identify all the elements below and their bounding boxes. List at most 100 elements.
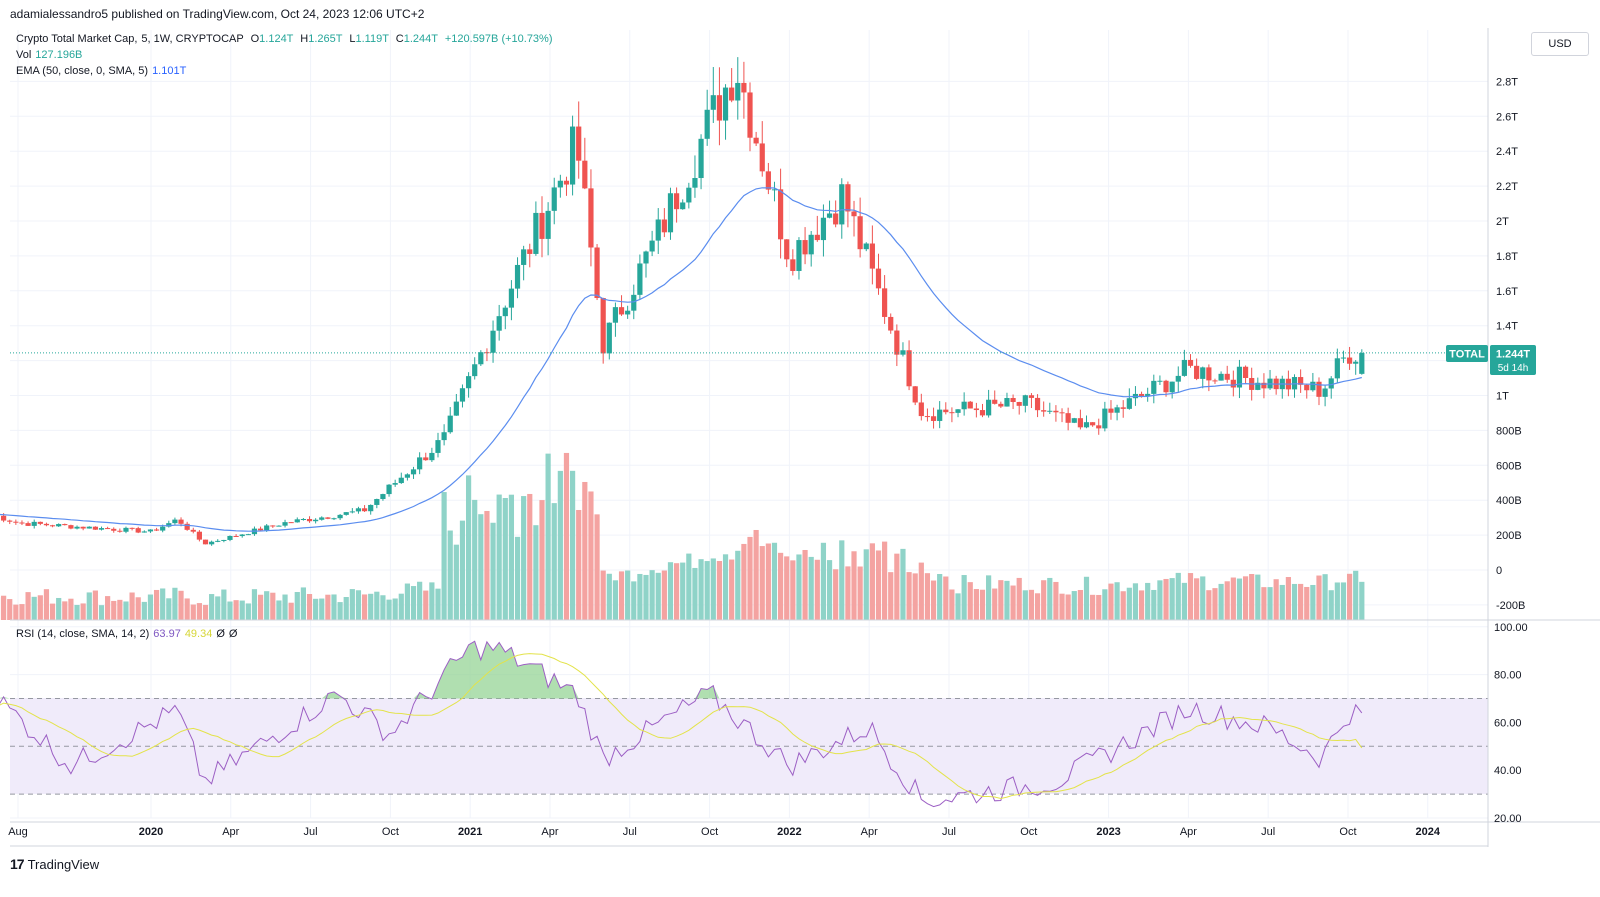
volume-bar [141,601,147,620]
candle-body [153,529,160,531]
candle-body [1163,380,1169,393]
candle-body [710,95,716,110]
candle-body [1187,359,1194,366]
candle-body [949,412,955,414]
candle-body [447,415,453,433]
tag-symbol: TOTAL [1449,349,1485,361]
candle-body [239,534,245,537]
candle-body [49,525,56,527]
volume-bar [851,551,857,620]
candle-body [398,477,404,484]
volume-bar [374,591,380,620]
candle-body [820,217,827,241]
volume-bar [1102,589,1108,620]
candle-body [1028,395,1035,398]
candle-body [686,187,692,203]
candle-body [478,352,484,365]
candle-body [423,457,429,461]
price-scale-label: 1.4T [1496,321,1518,333]
candle-body [912,386,918,403]
volume-bar [1151,589,1157,620]
volume-bar [239,600,245,620]
candle-body [1194,365,1200,379]
candle-body [582,160,588,189]
candle-body [1181,359,1187,376]
grid [10,30,1488,819]
candle-body [178,519,184,524]
candle-body [215,540,221,542]
candle-body [857,216,863,250]
volume-bar [361,594,368,620]
volume-bar [221,589,227,620]
candle-body [796,240,802,271]
volume-bar [423,590,429,620]
volume-bar [747,536,753,620]
candle-body [1065,413,1071,423]
rsi-value: 63.97 [153,628,181,640]
candlesticks [0,57,1365,546]
candle-body [924,416,931,418]
rsi-legend: RSI (14, close, SMA, 14, 2) 63.97 49.34 Ø Ø [16,628,237,640]
price-scale-label: -200B [1496,600,1525,612]
candle-body [1114,407,1120,413]
candle-body [19,522,25,524]
volume-bar [441,492,447,620]
volume-bar [166,598,172,620]
currency-button[interactable]: USD [1531,32,1589,56]
volume-bar [1206,590,1212,620]
candle-body [306,518,313,522]
candle-body [661,219,667,233]
candle-body [704,109,710,139]
volume-bar [765,543,771,620]
volume-bar [313,598,319,620]
volume-bar [582,481,588,620]
candle-body [264,525,270,531]
volume-bar [276,600,282,620]
volume-bar [857,566,863,620]
volume-bar [594,514,600,620]
ema-path [0,187,1362,532]
tag-countdown: 5d 14h [1498,363,1529,374]
volume-bar [306,594,313,620]
time-axis-label: Apr [861,826,878,838]
change-value: +120.597B (+10.73%) [444,33,553,45]
candle-body [784,239,790,260]
candle-body [472,364,478,377]
rsi-sma-value: 49.34 [184,628,213,640]
candle-body [655,219,661,241]
volume-bar [1163,578,1169,620]
volume-bar [649,570,655,620]
candle-body [778,189,784,240]
candle-body [123,527,129,532]
volume-bar [80,603,86,620]
chart-area[interactable]: 2.8T 2.6T 2.4T 2.2T 2T 1.8T 1.6T 1.4T 1T 800B 600B… [0,28,1600,853]
volume-bar [826,560,833,620]
volume-bar [245,603,251,620]
volume-bar [845,566,851,620]
candle-body [313,519,319,522]
rsi-scale-label: 20.00 [1494,813,1522,825]
candle-body [1090,422,1096,426]
volume-bar [882,541,888,620]
ema-label: EMA (50, close, 0, SMA, 5) [16,65,149,77]
candle-body [1004,398,1010,407]
candle-body [331,518,337,520]
candle-body [386,484,392,495]
price-scale-label: 1T [1496,391,1509,403]
time-axis-label: Jul [1261,826,1275,838]
volume-bar [300,587,306,620]
volume-bar [1047,577,1053,620]
volume-bar [1242,576,1249,620]
candle-body [643,251,649,264]
time-axis-label: Oct [1020,826,1037,838]
candle-body [349,511,355,513]
candle-body [1304,384,1310,391]
price-scale-label: 2.8T [1496,76,1518,88]
volume-bar [1218,583,1224,620]
candle-body [257,528,264,531]
tradingview-logo[interactable]: 17 TradingView [10,856,99,872]
volume-bar [1200,576,1206,620]
volume-bar [1,595,7,620]
candle-body [618,307,625,315]
candle-body [1322,388,1328,397]
